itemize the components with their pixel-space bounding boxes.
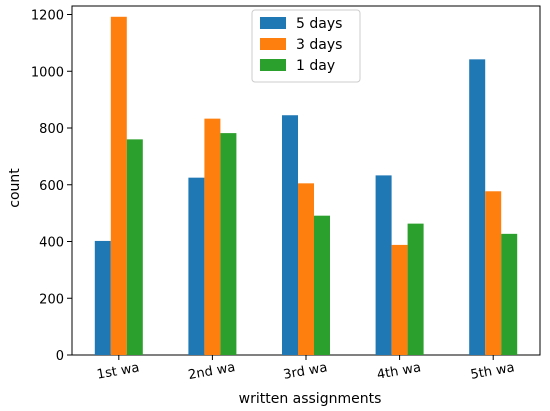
bar-3-days-4 (391, 244, 408, 355)
bar-3-days-5 (485, 191, 502, 355)
bar-5-days-2 (188, 177, 205, 355)
x-tick-label: 3rd wa (282, 360, 328, 382)
bar-1-day-2 (220, 133, 237, 355)
bar-1-day-4 (407, 223, 424, 355)
bar-3-days-3 (298, 183, 314, 355)
legend-swatch (260, 17, 286, 29)
y-tick-label: 400 (39, 236, 64, 251)
y-tick-label: 600 (39, 179, 64, 194)
bar-1-day-3 (314, 215, 330, 355)
bar-5-days-3 (282, 115, 298, 355)
legend-label: 1 day (296, 58, 335, 74)
y-axis: 0 200 400 600 800 1000 1200 (31, 9, 72, 364)
x-tick-label: 5th wa (469, 360, 515, 382)
legend-swatch (260, 38, 286, 50)
legend-swatch (260, 59, 286, 71)
bar-1-day-1 (126, 139, 143, 355)
y-tick-label: 0 (56, 349, 64, 364)
y-tick-label: 800 (39, 122, 64, 137)
y-tick-label: 1200 (31, 9, 64, 24)
x-tick-label: 2nd wa (187, 360, 236, 383)
x-tick-label: 4th wa (376, 360, 422, 382)
x-axis-label: written assignments (239, 391, 382, 407)
bar-5-days-4 (375, 175, 392, 355)
bar-3-days-2 (204, 118, 221, 355)
legend-label: 3 days (296, 37, 342, 53)
y-tick-label: 1000 (31, 65, 64, 80)
legend-label: 5 days (296, 16, 342, 32)
x-axis: 1st wa 2nd wa 3rd wa 4th wa 5th wa (96, 355, 516, 383)
y-axis-label: count (7, 168, 23, 208)
bar-5-days-1 (94, 240, 111, 355)
bars (94, 16, 518, 356)
bar-3-days-1 (110, 16, 127, 356)
x-tick-label: 1st wa (96, 360, 141, 382)
y-tick-label: 200 (39, 292, 64, 307)
legend: 5 days 3 days 1 day (251, 9, 361, 83)
bar-5-days-5 (469, 59, 486, 356)
bar-1-day-5 (501, 233, 518, 355)
